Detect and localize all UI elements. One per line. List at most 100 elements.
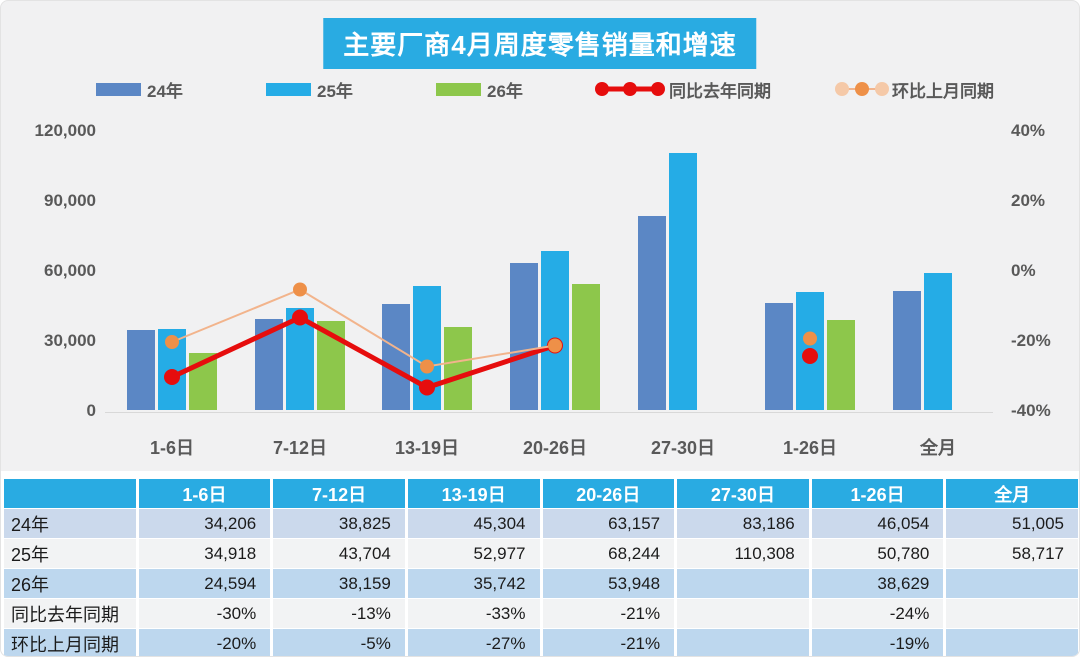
table-row-label: 26年	[4, 569, 136, 598]
table-row-label: 24年	[4, 509, 136, 538]
table-cell: -30%	[138, 599, 271, 628]
x-axis-label: 1-6日	[149, 438, 194, 458]
table-cell: -5%	[273, 629, 405, 656]
legend-label-26: 26年	[487, 81, 523, 101]
left-axis-tick: 30,000	[44, 331, 96, 350]
bar-24年-全月	[893, 291, 921, 410]
table-cell: -33%	[407, 599, 540, 628]
table-header-cell: 1-6日	[138, 479, 271, 508]
table-cell: 38,825	[273, 509, 405, 538]
line-同比去年同期	[170, 314, 556, 391]
bar-26年-1-26日	[827, 320, 855, 410]
bar-25年-全月	[924, 273, 952, 410]
table-cell: 53,948	[542, 569, 675, 598]
chart-legend: 24年 25年 26年 同比去年同期 环比上月同期	[1, 77, 1079, 101]
table-header-cell: 全月	[946, 479, 1078, 508]
table-cell: 63,157	[542, 509, 675, 538]
table-header-cell: 20-26日	[542, 479, 675, 508]
left-axis-tick: 60,000	[44, 261, 96, 280]
table-cell: 110,308	[677, 539, 809, 568]
table-cell: -21%	[542, 599, 675, 628]
bar-25年-27-30日	[669, 153, 697, 410]
chart-title: 主要厂商4月周度零售销量和增速	[323, 18, 757, 69]
table-cell: 45,304	[407, 509, 540, 538]
yoy-line-marker-icon	[595, 82, 665, 96]
table-header-cell: 13-19日	[407, 479, 540, 508]
table-header-cell: 27-30日	[677, 479, 809, 508]
bar-24年-1-26日	[765, 303, 793, 410]
x-axis-label: 20-26日	[522, 438, 588, 458]
legend-label-mom: 环比上月同期	[892, 81, 994, 101]
table-cell: -21%	[542, 629, 675, 656]
legend-swatch-24-icon	[96, 82, 141, 96]
bar-26年-20-26日	[572, 284, 600, 410]
table-cell	[946, 569, 1078, 598]
table-cell: 35,742	[407, 569, 540, 598]
left-axis-tick: 120,000	[34, 121, 96, 140]
bar-24年-20-26日	[510, 263, 538, 410]
bar-26年-7-12日	[317, 321, 345, 410]
data-table: 1-6日 7-12日 13-19日 20-26日 27-30日 1-26日 全月 24年 34…	[1, 478, 1079, 656]
table-cell: 83,186	[677, 509, 809, 538]
mom-line-marker-icon	[835, 82, 889, 96]
right-axis-tick: -20%	[1011, 331, 1051, 350]
table-cell: 68,244	[542, 539, 675, 568]
table-cell	[677, 629, 809, 656]
bar-25年-7-12日	[286, 308, 314, 410]
table-row: 同比去年同期 -30% -13% -33% -21% -24%	[4, 599, 1078, 628]
table-cell: 50,780	[811, 539, 944, 568]
right-axis-tick: 40%	[1011, 121, 1046, 140]
line-环比上月同期	[171, 288, 556, 368]
right-axis-tick: 20%	[1011, 191, 1046, 210]
legend-label-yoy: 同比去年同期	[669, 81, 771, 101]
table-header-cell	[4, 479, 136, 508]
bar-25年-13-19日	[413, 286, 441, 410]
legend-item-mom: 环比上月同期	[834, 77, 994, 101]
legend-swatch-25-icon	[266, 82, 311, 96]
bar-25年-1-6日	[158, 329, 186, 410]
table-cell: 43,704	[273, 539, 405, 568]
left-axis-tick: 0	[86, 401, 96, 420]
legend-item-yoy: 同比去年同期	[593, 77, 771, 101]
table-row: 24年 34,206 38,825 45,304 63,157 83,186 46,054 5…	[4, 509, 1078, 538]
table-cell: 24,594	[138, 569, 271, 598]
table-cell: -20%	[138, 629, 271, 656]
bar-24年-1-6日	[127, 330, 155, 410]
table-header-cell: 1-26日	[811, 479, 944, 508]
table-cell: -27%	[407, 629, 540, 656]
table-cell: -13%	[273, 599, 405, 628]
legend-swatch-26-icon	[436, 82, 481, 96]
table-cell	[946, 599, 1078, 628]
table-cell: -19%	[811, 629, 944, 656]
table-cell: 38,629	[811, 569, 944, 598]
bar-24年-27-30日	[638, 216, 666, 410]
bar-24年-7-12日	[255, 319, 283, 410]
bar-25年-20-26日	[541, 251, 569, 410]
table-cell: 46,054	[811, 509, 944, 538]
table-cell	[677, 599, 809, 628]
table-row: 26年 24,594 38,159 35,742 53,948 38,629	[4, 569, 1078, 598]
legend-item-25: 25年	[266, 77, 353, 101]
x-axis-label: 7-12日	[272, 438, 328, 458]
x-axis-line	[105, 412, 993, 413]
point-环比上月同期-7-12日	[293, 282, 307, 297]
table-row-label: 25年	[4, 539, 136, 568]
table-cell: -24%	[811, 599, 944, 628]
legend-item-24: 24年	[96, 77, 183, 101]
bar-26年-1-6日	[189, 353, 217, 410]
table-row: 环比上月同期 -20% -5% -27% -21% -19%	[4, 629, 1078, 656]
table-cell: 58,717	[946, 539, 1078, 568]
legend-item-26: 26年	[436, 77, 523, 101]
x-axis-label: 1-26日	[782, 438, 838, 458]
table-cell: 34,206	[138, 509, 271, 538]
table-row-label: 同比去年同期	[4, 599, 136, 628]
left-axis-tick: 90,000	[44, 191, 96, 210]
x-axis-label: 27-30日	[650, 438, 716, 458]
x-axis-label: 全月	[920, 438, 956, 458]
table-row: 25年 34,918 43,704 52,977 68,244 110,308 50,780…	[4, 539, 1078, 568]
table-cell: 34,918	[138, 539, 271, 568]
bar-24年-13-19日	[382, 304, 410, 410]
bar-25年-1-26日	[796, 292, 824, 410]
data-table-section: 1-6日 7-12日 13-19日 20-26日 27-30日 1-26日 全月 24年 34…	[1, 471, 1079, 656]
